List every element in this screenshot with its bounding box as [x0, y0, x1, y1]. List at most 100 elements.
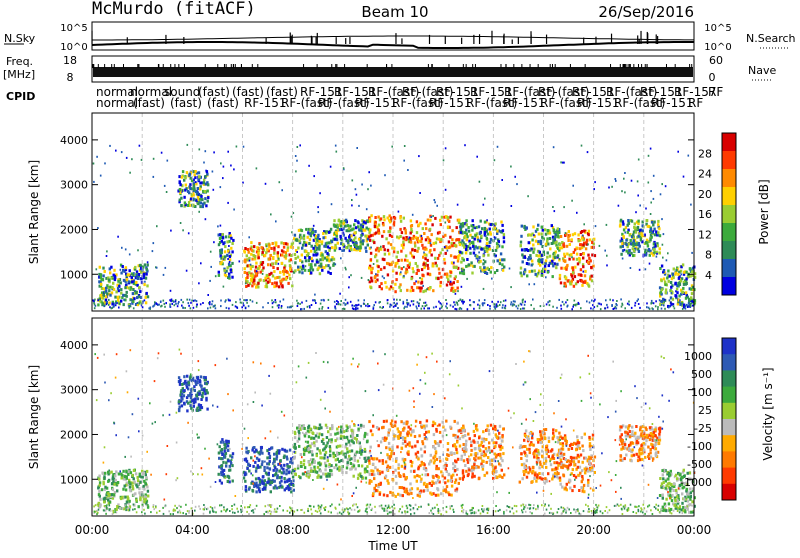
scatter-cell [327, 459, 329, 462]
scatter-cell [329, 267, 331, 270]
scatter-cell [264, 254, 266, 257]
noise-cell [281, 189, 283, 191]
scatter-cell [207, 196, 209, 199]
noise-cell [228, 245, 230, 247]
scatter-cell [456, 441, 458, 444]
ground-scatter-cell [132, 299, 134, 301]
noise-cell [431, 216, 433, 218]
scatter-cell [460, 458, 462, 461]
scatter-cell [111, 493, 113, 496]
cpid-row2-label: normal [96, 96, 138, 110]
scatter-cell [394, 265, 396, 268]
scatter-cell [336, 232, 338, 235]
scatter-cell [354, 437, 356, 440]
noise-cell [356, 248, 358, 250]
scatter-cell [286, 469, 288, 472]
scatter-cell [181, 393, 183, 396]
scatter-cell [370, 252, 372, 255]
scatter-cell [481, 227, 483, 230]
ground-scatter-cell [425, 305, 427, 307]
scatter-cell [620, 245, 622, 248]
noise-cell [314, 230, 316, 232]
ground-scatter-cell [636, 300, 638, 302]
freq-label-1: Freq. [6, 55, 33, 68]
noise-cell [479, 181, 481, 183]
ground-scatter-cell [688, 302, 690, 304]
noise-cell [373, 263, 375, 265]
scatter-cell [183, 196, 185, 199]
scatter-cell [253, 485, 255, 488]
scatter-cell [323, 245, 325, 248]
noise-cell [217, 225, 219, 227]
scatter-cell [300, 465, 302, 468]
scatter-cell [251, 258, 253, 261]
scatter-cell [384, 248, 386, 251]
scatter-cell [275, 262, 277, 265]
noise-cell [571, 200, 573, 202]
scatter-cell [330, 228, 332, 231]
scatter-cell [244, 480, 246, 483]
scatter-cell [226, 240, 228, 243]
scatter-cell [145, 273, 147, 276]
scatter-cell [146, 486, 148, 489]
scatter-cell [435, 241, 437, 244]
scatter-cell [373, 457, 375, 460]
scatter-cell [308, 447, 310, 450]
scatter-cell [385, 475, 387, 478]
scatter-cell [320, 476, 322, 479]
scatter-cell [414, 475, 416, 478]
ground-scatter-cell [224, 301, 226, 303]
scatter-cell [202, 203, 204, 206]
ground-scatter-cell [690, 305, 692, 307]
scatter-cell [416, 474, 418, 477]
scatter-cell [221, 448, 223, 451]
scatter-cell [532, 244, 534, 247]
scatter-cell [385, 460, 387, 463]
scatter-cell [476, 236, 478, 239]
ground-scatter-cell [369, 305, 371, 307]
noise-cell [270, 213, 272, 215]
scatter-cell [499, 453, 501, 456]
noise-cell [295, 170, 297, 172]
scatter-cell [271, 481, 273, 484]
scatter-cell [378, 232, 380, 235]
scatter-cell [501, 446, 503, 449]
scatter-cell [553, 228, 555, 231]
colorbar-swatch [722, 133, 736, 152]
scatter-cell [199, 380, 201, 383]
scatter-cell [471, 272, 473, 275]
scatter-cell [566, 253, 568, 256]
scatter-cell [326, 242, 328, 245]
ground-scatter-cell [425, 302, 427, 304]
scatter-cell [591, 254, 593, 257]
scatter-cell [126, 295, 128, 298]
scatter-cell [453, 281, 455, 284]
scatter-cell [278, 285, 280, 288]
scatter-cell [221, 233, 223, 236]
scatter-cell [132, 292, 134, 295]
ground-scatter-cell [243, 299, 245, 301]
scatter-cell [193, 398, 195, 401]
noise-cell [648, 182, 650, 184]
noise-cell [305, 228, 307, 230]
scatter-cell [359, 445, 361, 448]
scatter-cell [640, 239, 642, 242]
scatter-cell [146, 268, 148, 271]
scatter-cell [358, 238, 360, 241]
ground-scatter-cell [358, 304, 360, 306]
scatter-cell [486, 246, 488, 249]
ground-scatter-cell [200, 303, 202, 305]
nsky-label: N.Sky [4, 32, 36, 45]
scatter-cell [389, 448, 391, 451]
scatter-cell [247, 258, 249, 261]
ground-scatter-cell [631, 307, 633, 309]
scatter-cell [250, 279, 252, 282]
scatter-cell [250, 456, 252, 459]
ground-scatter-cell [209, 303, 211, 305]
ground-scatter-cell [692, 301, 694, 303]
scatter-cell [577, 262, 579, 265]
scatter-cell [366, 227, 368, 230]
scatter-cell [365, 247, 367, 250]
scatter-cell [111, 482, 113, 485]
scatter-cell [316, 261, 318, 264]
